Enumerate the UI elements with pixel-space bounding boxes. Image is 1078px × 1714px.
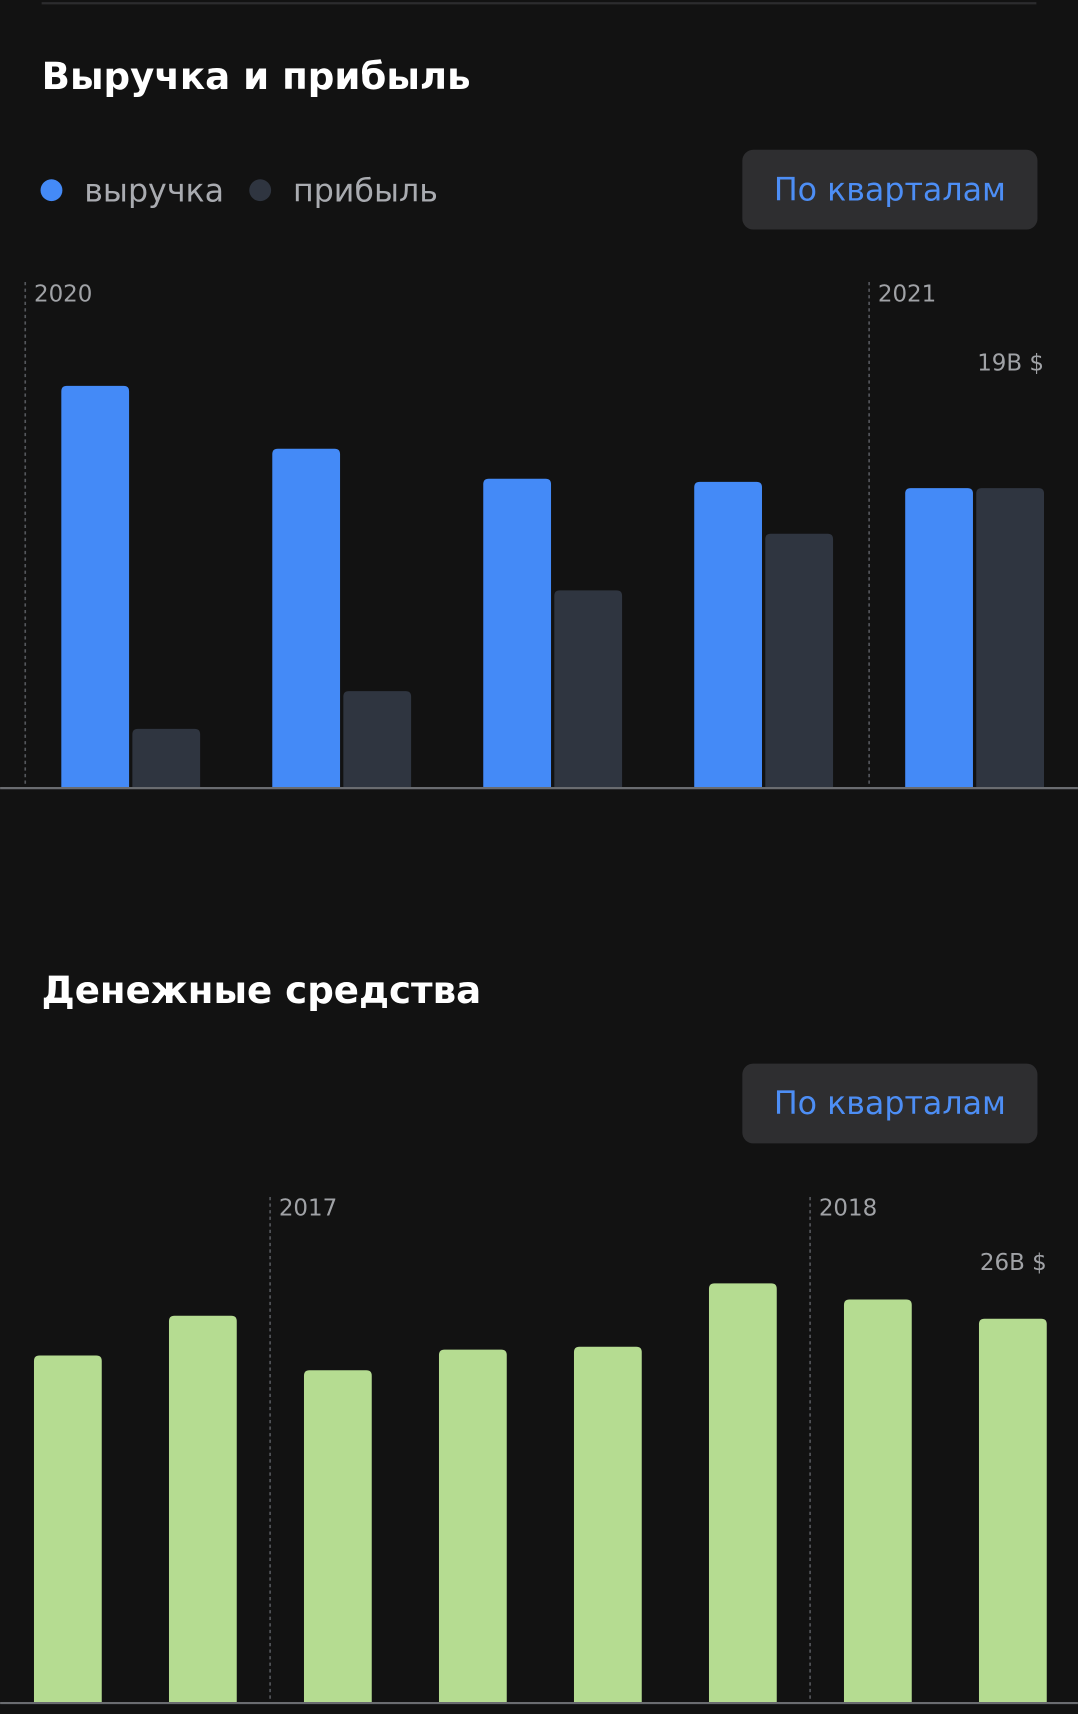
bar	[303, 1370, 372, 1702]
bar	[33, 1355, 102, 1702]
legend-marker	[40, 179, 63, 202]
year-label: 2017	[279, 1195, 337, 1221]
period-button-label[interactable]: По кварталам	[774, 1086, 1006, 1122]
bar	[905, 488, 973, 788]
bar	[694, 481, 762, 788]
bar	[765, 533, 834, 788]
section-title: Денежные средства	[42, 969, 482, 1012]
period-button[interactable]	[742, 149, 1038, 230]
legend-label: выручка	[84, 173, 224, 209]
bar	[61, 385, 130, 788]
legend-marker	[249, 179, 272, 202]
year-label: 2018	[819, 1195, 877, 1221]
year-label: 2020	[34, 282, 92, 308]
bar	[438, 1349, 507, 1702]
bar	[976, 488, 1045, 788]
period-button[interactable]	[742, 1063, 1038, 1144]
bar	[483, 478, 552, 788]
bar	[132, 728, 201, 788]
bar	[843, 1299, 912, 1702]
period-button-label[interactable]: По кварталам	[774, 172, 1006, 208]
value-label: 19B $	[977, 351, 1044, 377]
bar	[708, 1283, 777, 1702]
bar	[573, 1346, 642, 1702]
section-title: Выручка и прибыль	[42, 55, 471, 98]
bar	[168, 1315, 237, 1702]
value-label: 26B $	[980, 1250, 1047, 1276]
bar	[978, 1318, 1047, 1702]
legend-label: прибыль	[293, 173, 438, 209]
bar	[554, 590, 623, 788]
year-label: 2021	[878, 282, 936, 308]
bar	[272, 448, 341, 788]
bar	[343, 691, 412, 788]
